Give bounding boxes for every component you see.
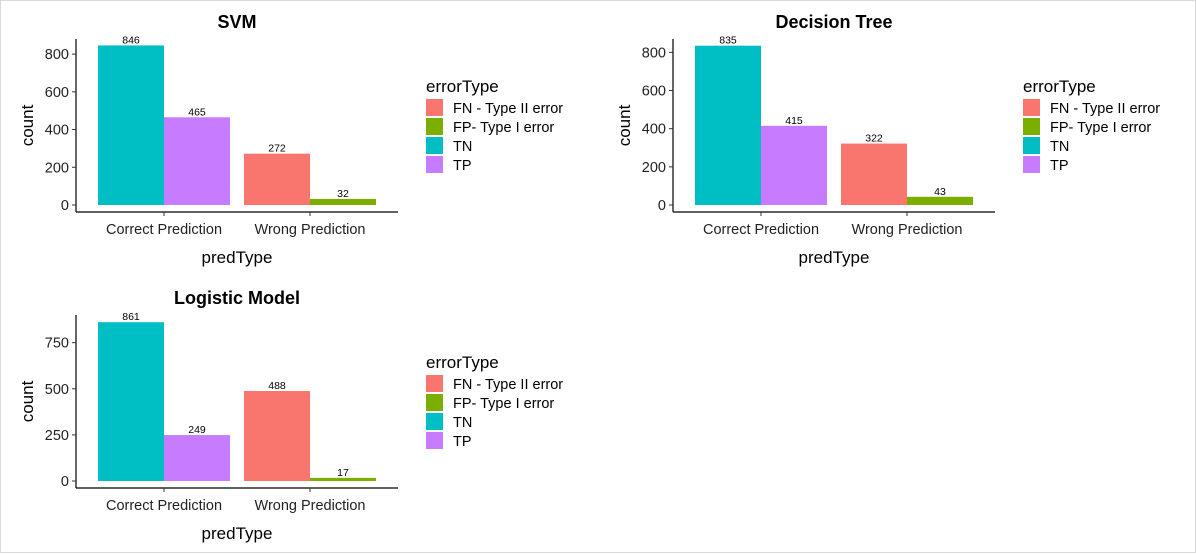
chart-title: SVM (217, 12, 256, 32)
data-label: 488 (268, 380, 286, 392)
chart-panel-2: Decision Tree 835 415 322 43 0 200 400 600 800 Cor… (615, 12, 1160, 267)
legend-key-fn-type-ii-error (426, 99, 443, 116)
bar-fp-type-i-error (310, 477, 376, 481)
legend-title: errorType (1023, 77, 1096, 96)
legend-label: FP- Type I error (453, 396, 554, 412)
chart-title: Decision Tree (775, 12, 892, 32)
x-tick-label: Wrong Prediction (255, 498, 366, 514)
legend-key-tp (426, 156, 443, 173)
legend-key-fp-type-i-error (426, 394, 443, 411)
y-tick-label: 600 (45, 85, 69, 101)
legend-key-tn (1023, 137, 1040, 154)
legend-key-fn-type-ii-error (1023, 99, 1040, 116)
bar-tp (164, 117, 230, 205)
bar-tp (164, 435, 230, 481)
y-axis-title: count (18, 104, 37, 146)
chart-title: Logistic Model (174, 288, 300, 308)
data-label: 861 (122, 311, 140, 323)
bar-tn (98, 322, 164, 481)
y-tick-label: 400 (45, 123, 69, 139)
legend-label: FN - Type II error (1050, 101, 1160, 117)
data-label: 17 (337, 467, 349, 479)
legend-label: TN (453, 415, 472, 431)
x-axis-title: predType (202, 524, 273, 543)
legend-key-tp (1023, 156, 1040, 173)
y-axis-title: count (18, 380, 37, 422)
legend-key-tn (426, 413, 443, 430)
data-label: 249 (188, 424, 206, 436)
bar-fn-type-ii-error (841, 143, 907, 205)
legend: errorType FN - Type II error FP- Type I er… (426, 77, 563, 174)
legend-label: FP- Type I error (1050, 120, 1151, 136)
y-tick-label: 0 (658, 198, 666, 214)
y-tick-label: 800 (45, 47, 69, 63)
y-tick-label: 600 (642, 84, 666, 100)
y-tick-label: 500 (45, 382, 69, 398)
legend-label: TN (453, 139, 472, 155)
legend-key-fp-type-i-error (1023, 118, 1040, 135)
y-tick-label: 750 (45, 336, 69, 352)
data-label: 415 (785, 115, 803, 127)
bar-tn (695, 45, 761, 205)
data-label: 465 (188, 106, 206, 118)
x-tick-label: Correct Prediction (106, 498, 222, 514)
x-tick-label: Wrong Prediction (852, 222, 963, 238)
x-tick-label: Correct Prediction (106, 222, 222, 238)
y-tick-label: 0 (61, 474, 69, 490)
legend-label: TN (1050, 139, 1069, 155)
data-label: 43 (934, 186, 946, 198)
chart-panel-3: Logistic Model 861 249 488 17 0 250 500 750 Corre… (18, 288, 563, 543)
legend: errorType FN - Type II error FP- Type I er… (1023, 77, 1160, 174)
legend-title: errorType (426, 77, 499, 96)
x-axis-title: predType (202, 248, 273, 267)
legend-label: TP (1050, 158, 1069, 174)
y-tick-label: 400 (642, 122, 666, 138)
data-label: 32 (337, 188, 349, 200)
x-tick-label: Wrong Prediction (255, 222, 366, 238)
legend: errorType FN - Type II error FP- Type I er… (426, 353, 563, 450)
x-tick-label: Correct Prediction (703, 222, 819, 238)
data-label: 272 (268, 143, 286, 155)
bar-fp-type-i-error (310, 198, 376, 205)
legend-key-tp (426, 432, 443, 449)
legend-key-fp-type-i-error (426, 118, 443, 135)
legend-label: TP (453, 158, 472, 174)
data-label: 835 (719, 35, 737, 47)
data-label: 846 (122, 34, 140, 46)
legend-key-fn-type-ii-error (426, 375, 443, 392)
data-label: 322 (865, 133, 883, 145)
y-tick-label: 800 (642, 45, 666, 61)
y-tick-label: 250 (45, 428, 69, 444)
chart-panel-1: SVM 846 465 272 32 0 200 400 600 800 Correct Predi… (18, 12, 563, 267)
legend-key-tn (426, 137, 443, 154)
y-axis-title: count (615, 104, 634, 146)
legend-label: TP (453, 434, 472, 450)
legend-label: FN - Type II error (453, 377, 563, 393)
x-axis-title: predType (799, 248, 870, 267)
bar-fn-type-ii-error (244, 390, 310, 481)
bar-tn (98, 45, 164, 205)
legend-label: FP- Type I error (453, 120, 554, 136)
bar-tp (761, 125, 827, 205)
y-tick-label: 0 (61, 198, 69, 214)
y-tick-label: 200 (45, 160, 69, 176)
legend-title: errorType (426, 353, 499, 372)
bar-fn-type-ii-error (244, 153, 310, 205)
bar-fp-type-i-error (907, 196, 973, 205)
legend-label: FN - Type II error (453, 101, 563, 117)
y-tick-label: 200 (642, 160, 666, 176)
